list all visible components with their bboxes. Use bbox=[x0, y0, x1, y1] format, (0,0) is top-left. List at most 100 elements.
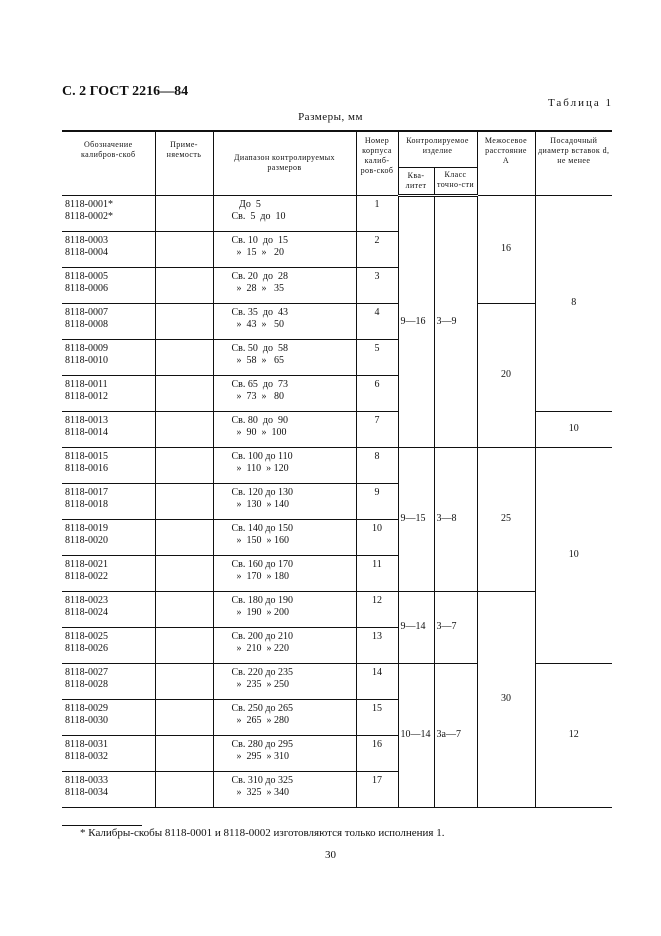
accuracy-class-cell: 3а—7 bbox=[433, 662, 478, 808]
range-cell: Св. 220 до 235 » 235 » 250 bbox=[212, 662, 356, 700]
range-cell: Св. 100 до 110 » 110 » 120 bbox=[212, 446, 356, 484]
body-number-cell: 14 bbox=[355, 662, 398, 700]
range-cell: Св. 35 до 43 » 43 » 50 bbox=[212, 302, 356, 340]
table-row: 8118-0027 8118-0028 Св. 220 до 235 » 235 »… bbox=[62, 662, 613, 808]
insert-diameter-cell: 10 bbox=[534, 410, 613, 448]
range-line-1: Св. 280 до 295 bbox=[231, 738, 293, 750]
range-line-2: » 210 » 220 bbox=[231, 642, 290, 654]
designation-cell: 8118-0031 8118-0032 bbox=[62, 734, 155, 772]
designation-1: 8118-0033 bbox=[65, 774, 108, 786]
table-row: 8118-0025 8118-0026 Св. 200 до 210 » 210 »… bbox=[62, 626, 612, 664]
designation-2: 8118-0008 bbox=[65, 318, 108, 330]
designation-2: 8118-0028 bbox=[65, 678, 108, 690]
applicability-cell bbox=[154, 590, 213, 628]
center-distance-cell: 16 bbox=[476, 194, 536, 304]
designation-2: 8118-0012 bbox=[65, 390, 108, 402]
range-line-2: » 58 » 65 bbox=[231, 354, 285, 366]
body-number-cell: 4 bbox=[355, 302, 398, 340]
designation-cell: 8118-0013 8118-0014 bbox=[62, 410, 155, 448]
col-insert-diameter: Посадочный диаметр вставок d, не менее bbox=[534, 130, 613, 196]
table-row: 8118-0007 8118-0008 Св. 35 до 43 » 43 » 50… bbox=[62, 302, 612, 448]
center-distance-cell: 20 bbox=[476, 302, 536, 448]
applicability-cell bbox=[154, 698, 213, 736]
designation-cell: 8118-0007 8118-0008 bbox=[62, 302, 155, 340]
designation-1: 8118-0001* bbox=[65, 198, 113, 210]
designation-cell: 8118-0011 8118-0012 bbox=[62, 374, 155, 412]
accuracy-class-cell: 3—9 bbox=[433, 194, 478, 448]
range-line-1: Св. 80 до 90 bbox=[231, 414, 288, 426]
range-line-2: » 190 » 200 bbox=[231, 606, 290, 618]
applicability-cell bbox=[154, 302, 213, 340]
table-row: 8118-0023 8118-0024 Св. 180 до 190 » 190 »… bbox=[62, 590, 612, 808]
range-line-1: Св. 35 до 43 bbox=[231, 306, 288, 318]
designation-1: 8118-0003 bbox=[65, 234, 108, 246]
table-row: 8118-0001* 8118-0002* До 5 Св. 5 до 10 1 9—1… bbox=[62, 194, 613, 448]
range-cell: Св. 50 до 58 » 58 » 65 bbox=[212, 338, 356, 376]
designation-1: 8118-0021 bbox=[65, 558, 108, 570]
designation-cell: 8118-0029 8118-0030 bbox=[62, 698, 155, 736]
col-accuracy-class: Класс точно-сти bbox=[433, 166, 478, 197]
range-line-2: » 170 » 180 bbox=[231, 570, 290, 582]
body-number-cell: 5 bbox=[355, 338, 398, 376]
range-cell: Св. 80 до 90 » 90 » 100 bbox=[212, 410, 356, 448]
applicability-cell bbox=[154, 662, 213, 700]
col-body-number: Номер корпуса калиб-ров-скоб bbox=[355, 130, 398, 196]
designation-cell: 8118-0001* 8118-0002* bbox=[62, 194, 155, 232]
designation-2: 8118-0026 bbox=[65, 642, 108, 654]
center-distance-cell: 30 bbox=[476, 590, 536, 808]
designation-1: 8118-0011 bbox=[65, 378, 108, 390]
range-cell: Св. 310 до 325 » 325 » 340 bbox=[212, 770, 356, 808]
designation-1: 8118-0005 bbox=[65, 270, 108, 282]
body-number-cell: 12 bbox=[355, 590, 398, 628]
gauge-table: Обозначение калибров-скоб Приме- няемост… bbox=[62, 130, 613, 808]
designation-1: 8118-0013 bbox=[65, 414, 108, 426]
range-line-1: Св. 310 до 325 bbox=[231, 774, 293, 786]
designation-cell: 8118-0017 8118-0018 bbox=[62, 482, 155, 520]
body-number-cell: 2 bbox=[355, 230, 398, 268]
footnote: * Калибры-скобы 8118-0001 и 8118-0002 из… bbox=[80, 827, 445, 839]
range-line-1: Св. 200 до 210 bbox=[231, 630, 293, 642]
table-row: 8118-0029 8118-0030 Св. 250 до 265 » 265 »… bbox=[62, 698, 612, 736]
designation-2: 8118-0018 bbox=[65, 498, 108, 510]
insert-diameter-cell: 10 bbox=[534, 446, 613, 664]
body-number-cell: 13 bbox=[355, 626, 398, 664]
range-line-1: Св. 220 до 235 bbox=[231, 666, 293, 678]
range-line-1: Св. 20 до 28 bbox=[231, 270, 288, 282]
col-designation: Обозначение калибров-скоб bbox=[62, 130, 155, 196]
applicability-cell bbox=[154, 230, 213, 268]
applicability-cell bbox=[154, 410, 213, 448]
range-line-2: » 130 » 140 bbox=[231, 498, 290, 510]
body-number-cell: 17 bbox=[355, 770, 398, 808]
range-line-2: » 265 » 280 bbox=[231, 714, 290, 726]
range-line-1: Св. 65 до 73 bbox=[231, 378, 288, 390]
range-line-1: Св. 50 до 58 bbox=[231, 342, 288, 354]
designation-2: 8118-0010 bbox=[65, 354, 108, 366]
body-number-cell: 7 bbox=[355, 410, 398, 448]
designation-2: 8118-0032 bbox=[65, 750, 108, 762]
designation-cell: 8118-0019 8118-0020 bbox=[62, 518, 155, 556]
range-line-2: » 110 » 120 bbox=[231, 462, 289, 474]
designation-cell: 8118-0021 8118-0022 bbox=[62, 554, 155, 592]
designation-1: 8118-0007 bbox=[65, 306, 108, 318]
range-line-2: » 73 » 80 bbox=[231, 390, 285, 402]
body-number-cell: 3 bbox=[355, 266, 398, 304]
table-row: 8118-0005 8118-0006 Св. 20 до 28 » 28 » 35… bbox=[62, 266, 612, 304]
range-cell: Св. 250 до 265 » 265 » 280 bbox=[212, 698, 356, 736]
range-line-1: Св. 180 до 190 bbox=[231, 594, 293, 606]
designation-1: 8118-0029 bbox=[65, 702, 108, 714]
table-row: 8118-0013 8118-0014 Св. 80 до 90 » 90 » 10… bbox=[62, 410, 613, 448]
applicability-cell bbox=[154, 338, 213, 376]
body-number-cell: 15 bbox=[355, 698, 398, 736]
designation-cell: 8118-0023 8118-0024 bbox=[62, 590, 155, 628]
accuracy-class-cell: 3—8 bbox=[433, 446, 478, 592]
applicability-cell bbox=[154, 374, 213, 412]
designation-1: 8118-0031 bbox=[65, 738, 108, 750]
applicability-cell bbox=[154, 734, 213, 772]
designation-2: 8118-0034 bbox=[65, 786, 108, 798]
applicability-cell bbox=[154, 554, 213, 592]
table-row: 8118-0031 8118-0032 Св. 280 до 295 » 295 »… bbox=[62, 734, 612, 772]
body-number-cell: 11 bbox=[355, 554, 398, 592]
body-number-cell: 9 bbox=[355, 482, 398, 520]
range-line-2: » 150 » 160 bbox=[231, 534, 290, 546]
